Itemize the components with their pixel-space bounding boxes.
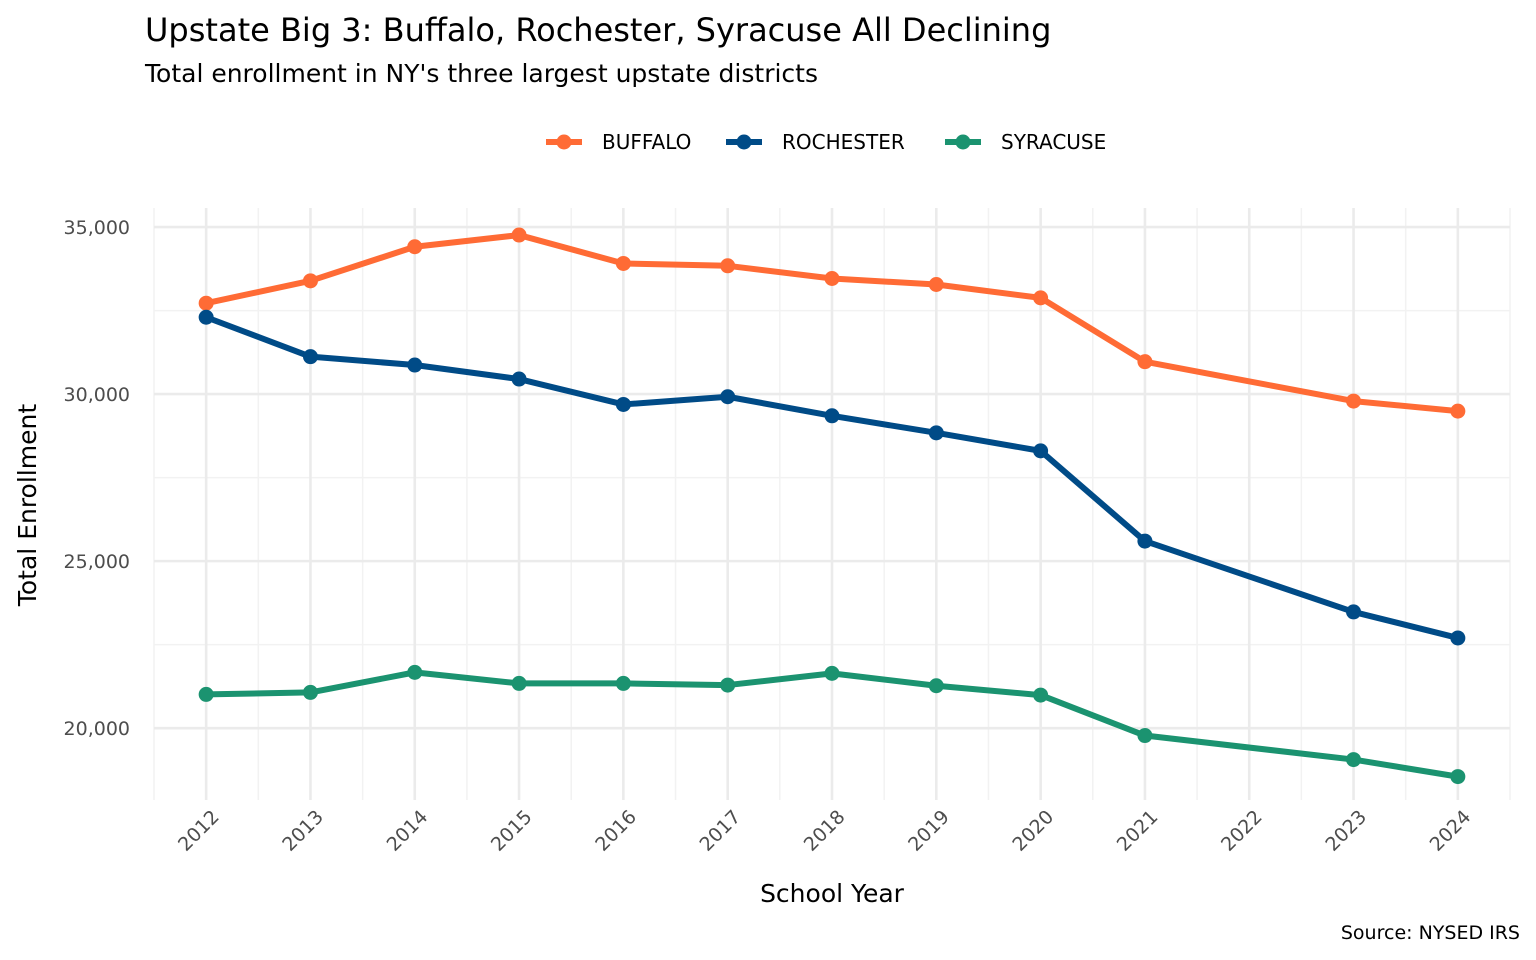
x-tick-label: 2024 — [1426, 806, 1476, 856]
data-point — [615, 675, 631, 691]
data-point — [1346, 604, 1362, 620]
x-tick-label: 2015 — [487, 806, 537, 856]
legend-item-rochester: ROCHESTER — [726, 130, 905, 154]
data-point — [198, 295, 214, 311]
series-line-rochester — [205, 314, 1459, 641]
x-axis-ticks: 2012 2013 2014 2015 2016 2017 2018 2019 2020 2021… — [174, 806, 1475, 856]
data-point — [928, 425, 944, 441]
data-point — [407, 664, 423, 680]
data-point — [302, 273, 318, 289]
legend-key-point — [736, 134, 752, 150]
legend-label: SYRACUSE — [1001, 130, 1106, 154]
y-tick-label: 25,000 — [64, 551, 130, 573]
grid — [153, 208, 1511, 800]
legend-item-syracuse: SYRACUSE — [945, 130, 1106, 154]
data-point — [824, 665, 840, 681]
series-buffalo — [198, 227, 1466, 419]
data-point — [198, 309, 214, 325]
chart-subtitle: Total enrollment in NY's three largest u… — [144, 59, 818, 88]
data-point — [1033, 290, 1049, 306]
series-line-buffalo — [205, 232, 1459, 415]
series-line-syracuse — [206, 669, 1459, 780]
data-point — [511, 675, 527, 691]
x-tick-label: 2022 — [1217, 806, 1267, 856]
data-point — [720, 677, 736, 693]
data-point — [511, 227, 527, 243]
legend-item-buffalo: BUFFALO — [546, 130, 691, 154]
x-axis-title: School Year — [760, 879, 905, 908]
data-point — [1033, 443, 1049, 459]
y-axis-title: Total Enrollment — [13, 404, 42, 607]
y-axis-ticks: 20,000 25,000 30,000 35,000 — [64, 217, 130, 740]
source-caption: Source: NYSED IRS — [1341, 922, 1520, 944]
x-tick-label: 2018 — [800, 806, 850, 856]
data-point — [615, 255, 631, 271]
series-syracuse — [198, 664, 1466, 785]
data-point — [1033, 687, 1049, 703]
data-point — [928, 277, 944, 293]
legend-label: ROCHESTER — [782, 130, 905, 154]
data-point — [1137, 728, 1153, 744]
legend-label: BUFFALO — [602, 130, 691, 154]
x-tick-label: 2017 — [695, 806, 745, 856]
legend-key-point — [556, 134, 572, 150]
data-point — [198, 686, 214, 702]
data-point — [302, 684, 318, 700]
data-point — [1346, 752, 1362, 768]
x-tick-label: 2020 — [1008, 806, 1058, 856]
series-layer — [198, 227, 1466, 785]
y-tick-label: 30,000 — [64, 384, 130, 406]
y-tick-label: 20,000 — [64, 718, 130, 740]
data-point — [1450, 630, 1466, 646]
y-tick-label: 35,000 — [64, 217, 130, 239]
x-tick-label: 2014 — [383, 806, 433, 856]
data-point — [1346, 393, 1362, 409]
legend-key-point — [955, 134, 971, 150]
data-point — [302, 349, 318, 365]
data-point — [407, 239, 423, 255]
data-point — [1137, 354, 1153, 370]
data-point — [511, 371, 527, 387]
data-point — [720, 258, 736, 274]
data-point — [824, 408, 840, 424]
data-point — [1450, 403, 1466, 419]
x-tick-label: 2019 — [904, 806, 954, 856]
data-point — [824, 270, 840, 286]
data-point — [928, 678, 944, 694]
data-point — [720, 389, 736, 405]
x-tick-label: 2021 — [1113, 806, 1163, 856]
legend: BUFFALO ROCHESTER SYRACUSE — [546, 130, 1106, 154]
x-tick-label: 2013 — [278, 806, 328, 856]
chart-title: Upstate Big 3: Buffalo, Rochester, Syrac… — [145, 11, 1051, 49]
data-point — [1450, 769, 1466, 785]
x-tick-label: 2012 — [174, 806, 224, 856]
series-rochester — [198, 309, 1466, 646]
x-tick-label: 2023 — [1321, 806, 1371, 856]
x-tick-label: 2016 — [591, 806, 641, 856]
data-point — [1137, 533, 1153, 549]
data-point — [615, 396, 631, 412]
data-point — [407, 357, 423, 373]
